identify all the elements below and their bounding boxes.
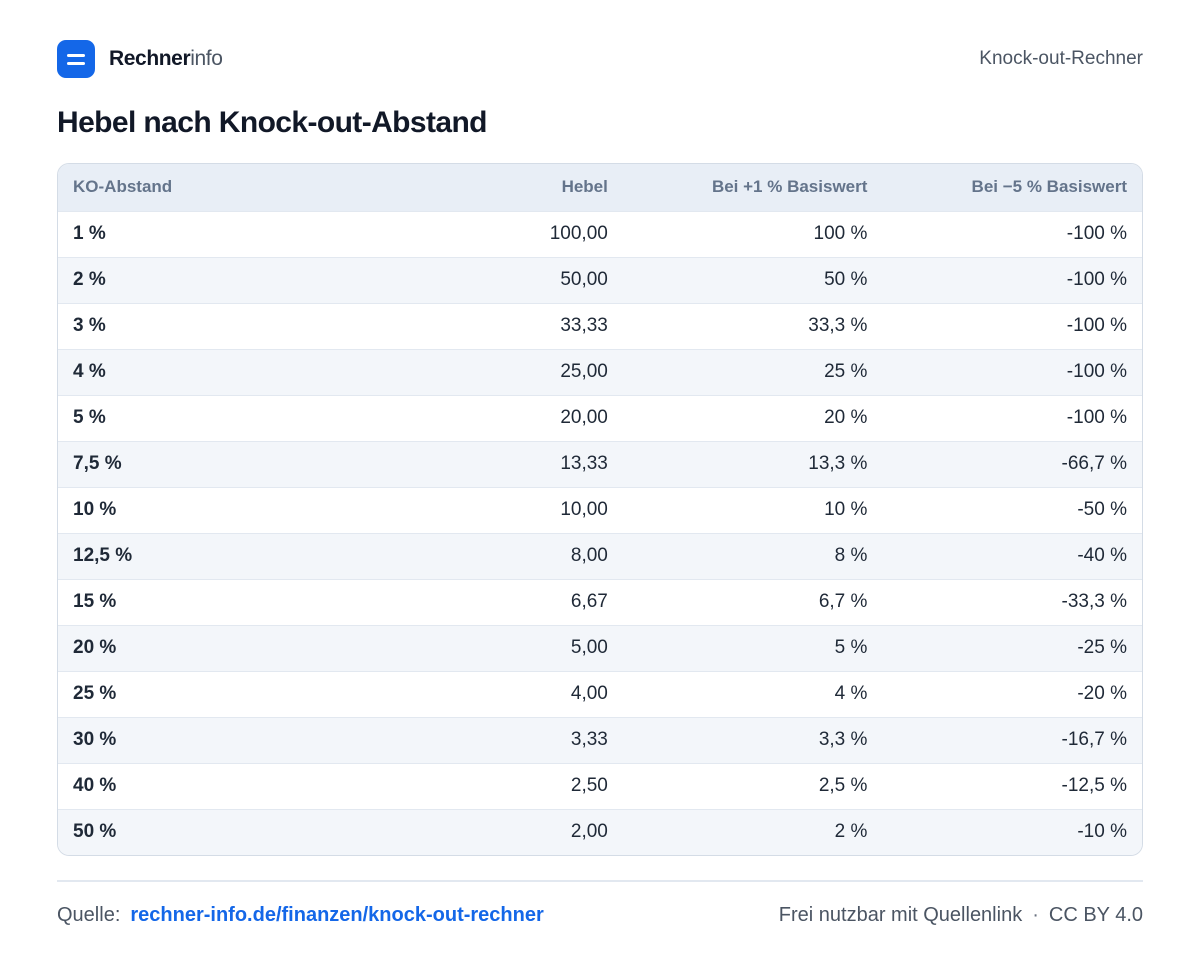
cell-ko-distance: 2 % [58,256,363,303]
cell-leverage: 25,00 [362,348,623,395]
cell-ko-distance: 20 % [58,624,363,671]
table-row: 3 % 33,33 33,3 % -100 % [58,302,1142,349]
cell-plus-one: 10 % [622,486,883,533]
cell-minus-five: -12,5 % [882,762,1142,809]
table-row: 2 % 50,00 50 % -100 % [58,256,1142,303]
cell-minus-five: -33,3 % [882,578,1142,625]
leverage-table: KO-Abstand Hebel Bei +1 % Basiswert Bei … [58,164,1142,855]
cell-ko-distance: 12,5 % [58,532,363,579]
cell-ko-distance: 40 % [58,762,363,809]
logo-icon [57,40,95,78]
source-attribution: Quelle: rechner-info.de/finanzen/knock-ou… [57,904,544,927]
separator: · [1032,904,1039,926]
cell-plus-one: 50 % [622,256,883,303]
cell-leverage: 13,33 [362,440,623,487]
cell-ko-distance: 25 % [58,670,363,717]
cell-plus-one: 2 % [622,808,883,855]
table-row: 25 % 4,00 4 % -20 % [58,670,1142,717]
cell-leverage: 2,50 [362,762,623,809]
page-title: Hebel nach Knock-out-Abstand [57,106,487,139]
cell-plus-one: 5 % [622,624,883,671]
cell-minus-five: -100 % [882,302,1142,349]
cell-ko-distance: 15 % [58,578,363,625]
cell-leverage: 10,00 [362,486,623,533]
cell-leverage: 100,00 [362,210,623,257]
cell-plus-one: 3,3 % [622,716,883,763]
cell-minus-five: -10 % [882,808,1142,855]
cell-leverage: 33,33 [362,302,623,349]
table-row: 10 % 10,00 10 % -50 % [58,486,1142,533]
table-row: 50 % 2,00 2 % -10 % [58,808,1142,855]
cell-ko-distance: 1 % [58,210,363,257]
cell-minus-five: -50 % [882,486,1142,533]
license-label: CC BY 4.0 [1048,904,1143,926]
column-header-minus-five-percent: Bei −5 % Basiswert [971,177,1127,197]
footer: Quelle: rechner-info.de/finanzen/knock-ou… [57,904,1143,927]
cell-ko-distance: 5 % [58,394,363,441]
calculator-label: Knock-out-Rechner [979,48,1143,69]
cell-ko-distance: 4 % [58,348,363,395]
cell-leverage: 3,33 [362,716,623,763]
table-row: 7,5 % 13,33 13,3 % -66,7 % [58,440,1142,487]
usage-note: Frei nutzbar mit Quellenlink [778,904,1023,926]
cell-plus-one: 2,5 % [622,762,883,809]
brand-name-light: info [190,47,223,70]
leverage-table-container: KO-Abstand Hebel Bei +1 % Basiswert Bei … [57,163,1143,856]
cell-leverage: 50,00 [362,256,623,303]
table-row: 30 % 3,33 3,3 % -16,7 % [58,716,1142,763]
cell-plus-one: 6,7 % [622,578,883,625]
cell-plus-one: 25 % [622,348,883,395]
cell-plus-one: 13,3 % [622,440,883,487]
cell-leverage: 8,00 [362,532,623,579]
brand[interactable]: Rechnerinfo [57,40,223,78]
license-note: Frei nutzbar mit Quellenlink · CC BY 4.0 [779,904,1143,927]
column-header-ko-distance: KO-Abstand [73,177,173,197]
cell-plus-one: 100 % [622,210,883,257]
cell-minus-five: -16,7 % [882,716,1142,763]
cell-plus-one: 8 % [622,532,883,579]
table-row: 4 % 25,00 25 % -100 % [58,348,1142,395]
cell-plus-one: 33,3 % [622,302,883,349]
table-row: 12,5 % 8,00 8 % -40 % [58,532,1142,579]
cell-minus-five: -20 % [882,670,1142,717]
source-label: Quelle: [57,904,121,926]
cell-minus-five: -100 % [882,210,1142,257]
cell-minus-five: -40 % [882,532,1142,579]
brand-name: Rechnerinfo [109,47,223,71]
cell-leverage: 20,00 [362,394,623,441]
cell-ko-distance: 50 % [58,808,363,855]
cell-ko-distance: 3 % [58,302,363,349]
column-header-leverage: Hebel [561,177,608,197]
cell-ko-distance: 30 % [58,716,363,763]
cell-leverage: 6,67 [362,578,623,625]
cell-leverage: 4,00 [362,670,623,717]
cell-ko-distance: 10 % [58,486,363,533]
cell-minus-five: -25 % [882,624,1142,671]
cell-minus-five: -100 % [882,348,1142,395]
cell-plus-one: 20 % [622,394,883,441]
brand-name-strong: Rechner [109,47,191,70]
table-row: 20 % 5,00 5 % -25 % [58,624,1142,671]
table-header-row: KO-Abstand Hebel Bei +1 % Basiswert Bei … [58,164,1142,211]
table-row: 1 % 100,00 100 % -100 % [58,210,1142,257]
cell-ko-distance: 7,5 % [58,440,363,487]
cell-plus-one: 4 % [622,670,883,717]
cell-leverage: 2,00 [362,808,623,855]
table-row: 5 % 20,00 20 % -100 % [58,394,1142,441]
cell-minus-five: -100 % [882,394,1142,441]
source-link[interactable]: rechner-info.de/finanzen/knock-out-rechn… [130,904,544,926]
cell-leverage: 5,00 [362,624,623,671]
table-row: 15 % 6,67 6,7 % -33,3 % [58,578,1142,625]
top-bar: Rechnerinfo Knock-out-Rechner [57,40,1143,78]
column-header-plus-one-percent: Bei +1 % Basiswert [711,177,868,197]
cell-minus-five: -66,7 % [882,440,1142,487]
cell-minus-five: -100 % [882,256,1142,303]
table-row: 40 % 2,50 2,5 % -12,5 % [58,762,1142,809]
footer-divider [57,880,1143,882]
